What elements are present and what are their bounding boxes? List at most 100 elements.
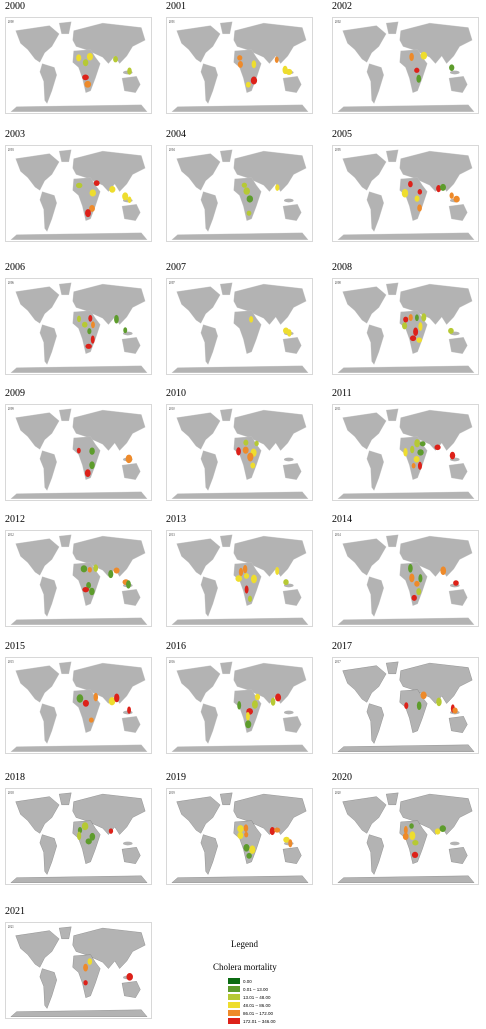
panel-year: 2017 xyxy=(332,641,352,652)
land xyxy=(15,538,60,576)
world-map: 2014 xyxy=(335,533,475,625)
world-map: 2016 xyxy=(169,660,309,752)
land xyxy=(59,926,72,939)
map-inner-label: 2004 xyxy=(169,148,175,152)
land xyxy=(448,847,468,864)
region xyxy=(236,447,241,456)
land xyxy=(10,232,148,240)
panel-year: 2003 xyxy=(5,129,25,140)
world-map: 2018 xyxy=(8,791,148,883)
region xyxy=(246,195,254,203)
region xyxy=(85,209,91,218)
land xyxy=(10,104,148,112)
region xyxy=(413,455,420,463)
region xyxy=(90,335,95,344)
land xyxy=(399,409,473,451)
region xyxy=(249,316,254,323)
region xyxy=(414,67,420,73)
region xyxy=(87,958,93,965)
region xyxy=(122,192,129,201)
region xyxy=(85,343,92,349)
land xyxy=(386,661,399,674)
map-panel: 2008 xyxy=(332,278,479,375)
legend-swatch xyxy=(228,978,240,984)
legend-label: 0.01 – 13.00 xyxy=(243,986,269,992)
world-map: 2003 xyxy=(8,148,148,240)
region xyxy=(274,56,279,63)
region xyxy=(254,693,261,701)
land xyxy=(10,875,148,883)
land xyxy=(399,562,428,606)
land xyxy=(121,981,141,998)
world-map: 2013 xyxy=(169,533,309,625)
map-inner-label: 2009 xyxy=(8,407,14,411)
region xyxy=(449,64,455,71)
region xyxy=(411,851,419,859)
land xyxy=(386,408,399,421)
region xyxy=(83,963,89,972)
land xyxy=(283,457,294,462)
region xyxy=(288,839,293,848)
legend-swatch xyxy=(228,986,240,992)
region xyxy=(91,321,95,329)
panel-year: 2020 xyxy=(332,772,352,783)
land xyxy=(39,191,57,232)
legend-label: 48.01 – 86.00 xyxy=(243,1002,271,1008)
region xyxy=(244,585,249,594)
land xyxy=(386,282,399,295)
land xyxy=(200,703,218,744)
panel-year: 2015 xyxy=(5,641,25,652)
land xyxy=(337,491,475,499)
land xyxy=(366,703,384,744)
land xyxy=(200,324,218,365)
land xyxy=(366,63,384,104)
land xyxy=(59,792,72,805)
region xyxy=(416,701,422,710)
land xyxy=(39,968,57,1009)
land xyxy=(399,177,428,221)
legend-item: 86.01 – 172.00 xyxy=(228,1010,273,1016)
region xyxy=(409,52,414,62)
region xyxy=(237,60,243,68)
region xyxy=(417,189,423,195)
region xyxy=(243,439,249,446)
region xyxy=(439,183,446,191)
world-map: 2017 xyxy=(335,660,475,752)
land xyxy=(283,710,294,715)
map-inner-label: 2008 xyxy=(335,281,341,285)
land xyxy=(366,191,384,232)
land xyxy=(176,665,221,703)
region xyxy=(237,831,244,840)
region xyxy=(413,327,419,336)
region xyxy=(417,204,422,212)
land xyxy=(171,617,309,625)
land xyxy=(59,661,72,674)
land xyxy=(15,286,60,324)
legend-swatch xyxy=(228,1010,240,1016)
world-map: 2000 xyxy=(8,20,148,112)
region xyxy=(246,210,252,216)
region xyxy=(412,839,419,846)
map-panel: 2006 xyxy=(5,278,152,375)
panel-year: 2001 xyxy=(166,1,186,12)
land xyxy=(171,232,309,240)
region xyxy=(82,699,89,707)
region xyxy=(126,972,133,981)
region xyxy=(86,52,93,61)
panel-year: 2013 xyxy=(166,514,186,525)
region xyxy=(403,826,408,835)
map-inner-label: 2000 xyxy=(8,20,14,24)
region xyxy=(237,701,242,710)
legend-item: 0.00 xyxy=(228,978,252,984)
region xyxy=(76,315,81,323)
map-panel: 2001 xyxy=(166,17,313,114)
land xyxy=(200,191,218,232)
legend-label: 86.01 – 172.00 xyxy=(243,1010,274,1016)
panel-year: 2018 xyxy=(5,772,25,783)
land xyxy=(59,282,72,295)
map-inner-label: 2014 xyxy=(335,533,341,537)
region xyxy=(123,327,128,334)
region xyxy=(409,573,415,583)
region xyxy=(408,314,413,321)
